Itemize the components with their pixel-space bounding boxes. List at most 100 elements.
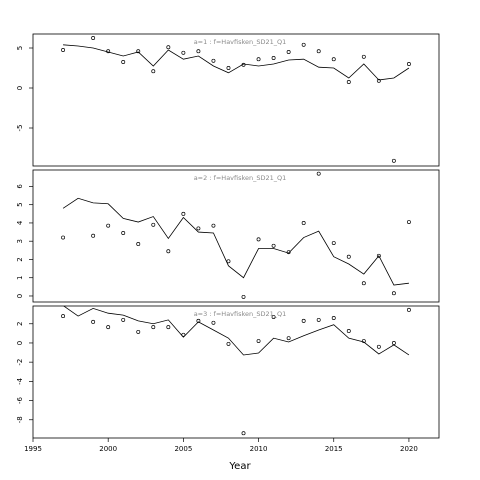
x-tick-label: 1995 — [24, 445, 42, 453]
data-point — [91, 319, 96, 324]
y-tick-label: 3 — [16, 239, 24, 243]
panel-frame — [32, 305, 440, 439]
data-point — [271, 243, 276, 248]
data-point — [316, 49, 321, 54]
data-point — [271, 315, 276, 319]
data-point — [136, 49, 141, 54]
panel-frame — [32, 169, 440, 303]
data-point — [106, 223, 111, 228]
data-point — [121, 60, 126, 64]
x-tick-label: 2010 — [250, 445, 268, 453]
data-point — [316, 171, 321, 176]
data-point — [151, 69, 156, 74]
data-point — [136, 329, 141, 334]
data-point — [301, 42, 306, 47]
data-point — [61, 235, 66, 240]
data-point — [331, 316, 336, 320]
y-tick-label: 5 — [16, 202, 24, 206]
data-point — [406, 62, 411, 66]
data-point — [106, 325, 111, 330]
data-point — [376, 344, 381, 349]
y-tick-label: 0 — [16, 86, 24, 90]
y-tick-label: 1 — [16, 275, 24, 279]
x-tick-label: 2005 — [174, 445, 192, 453]
data-point — [91, 233, 96, 238]
x-tick-label: 2020 — [400, 445, 418, 453]
data-point — [256, 237, 261, 242]
data-point — [241, 294, 246, 299]
y-tick-label: 5 — [16, 46, 24, 50]
data-point — [361, 54, 366, 59]
data-point — [286, 336, 291, 341]
data-point — [331, 241, 336, 245]
panel-title: a=1 : f=Havfisken_SD21_Q1 — [194, 38, 287, 46]
data-point — [346, 80, 351, 84]
plot-area — [61, 171, 411, 299]
y-tick-label: 2 — [16, 322, 24, 326]
x-tick-label: 2015 — [325, 445, 343, 453]
data-point — [271, 56, 276, 60]
data-point — [181, 50, 186, 55]
data-point — [226, 259, 231, 264]
data-point — [406, 220, 411, 224]
data-point — [166, 45, 171, 50]
fitted-line — [63, 44, 410, 81]
data-point — [346, 254, 351, 259]
x-axis-label: Year — [228, 461, 251, 472]
data-point — [406, 307, 411, 312]
y-tick-label: 6 — [16, 184, 24, 189]
data-point — [301, 220, 306, 225]
data-point — [196, 318, 201, 323]
plot-area — [61, 306, 411, 436]
data-point — [376, 78, 381, 83]
data-point — [211, 58, 216, 63]
fitted-line — [62, 197, 409, 286]
data-point — [346, 329, 351, 333]
data-point — [391, 158, 396, 163]
data-point — [376, 253, 381, 258]
data-point — [121, 231, 126, 235]
data-point — [391, 341, 396, 345]
data-point — [166, 325, 171, 330]
y-tick-label: 4 — [16, 220, 24, 225]
data-point — [256, 339, 261, 343]
data-point — [136, 241, 141, 246]
data-point — [61, 314, 66, 319]
data-point — [211, 320, 216, 325]
data-point — [196, 226, 201, 231]
data-point — [91, 36, 96, 40]
data-point — [151, 222, 156, 227]
y-tick-label: 0 — [16, 294, 24, 298]
data-point — [151, 325, 156, 330]
data-point — [226, 341, 231, 346]
data-point — [226, 66, 231, 70]
data-point — [286, 50, 291, 54]
data-point — [301, 318, 306, 323]
y-tick-label: 2 — [16, 257, 24, 261]
data-point — [181, 211, 186, 216]
plot-area — [61, 36, 411, 163]
panel-title: a=3 : f=Havfisken_SD21_Q1 — [194, 310, 287, 318]
x-tick-label: 2000 — [99, 445, 117, 453]
data-point — [121, 317, 126, 322]
data-point — [241, 431, 246, 436]
data-point — [61, 48, 66, 52]
y-tick-label: -4 — [16, 377, 24, 385]
data-point — [256, 57, 261, 62]
y-tick-label: -2 — [16, 359, 24, 366]
data-point — [391, 291, 396, 296]
data-point — [166, 249, 171, 254]
data-point — [196, 49, 201, 54]
y-tick-label: -5 — [16, 125, 24, 132]
data-point — [361, 281, 366, 286]
y-tick-label: -8 — [16, 416, 24, 423]
y-tick-label: -6 — [16, 397, 24, 405]
data-point — [331, 57, 336, 62]
panel-title: a=2 : f=Havfisken_SD21_Q1 — [194, 174, 287, 182]
data-point — [361, 339, 366, 343]
data-point — [286, 250, 291, 255]
panel-frame — [32, 33, 440, 167]
data-point — [211, 223, 216, 228]
data-point — [316, 317, 321, 322]
